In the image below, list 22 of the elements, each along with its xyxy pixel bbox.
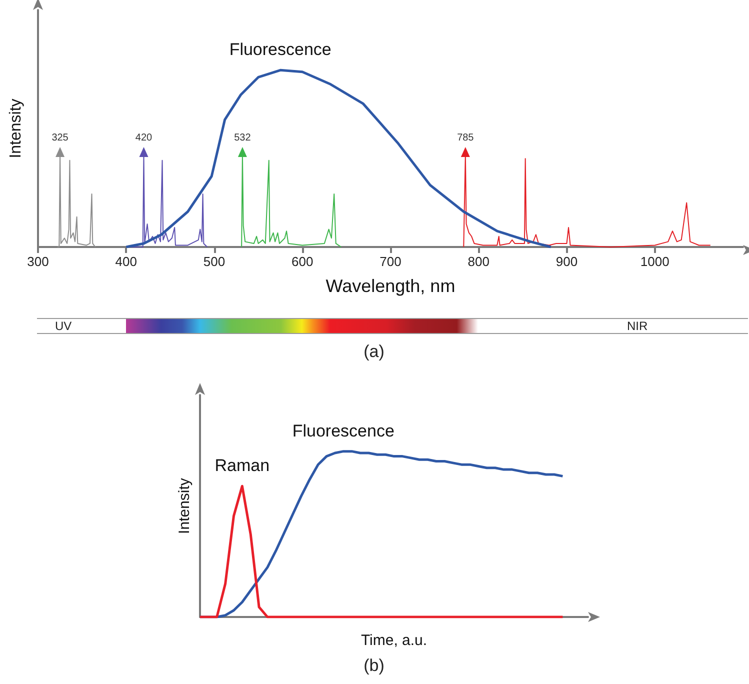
- series-label: Raman: [214, 456, 270, 476]
- x-tick-label: 500: [203, 254, 226, 269]
- y-axis-title: Intensity: [176, 478, 193, 534]
- x-tick-label: 300: [27, 254, 49, 269]
- y-axis-title: Intensity: [8, 98, 24, 158]
- x-tick-label: 800: [468, 254, 490, 269]
- annotation: 420: [135, 132, 153, 144]
- text: (b): [364, 656, 384, 676]
- x-tick-label: 900: [556, 254, 578, 269]
- annotation: 532: [234, 132, 252, 144]
- series-label: Fluorescence: [292, 421, 394, 440]
- text: (a): [364, 342, 384, 362]
- x-axis-title: Time, a.u.: [360, 632, 428, 649]
- x-tick-label: 400: [115, 254, 137, 269]
- x-axis-title: Wavelength, nm: [326, 276, 456, 296]
- x-tick-label: 600: [292, 254, 314, 269]
- x-tick-label: 700: [380, 254, 402, 269]
- series-label: Fluorescence: [229, 40, 332, 60]
- spectrum-strip: UV NIR: [37, 318, 748, 334]
- annotation: 325: [52, 132, 69, 144]
- x-tick-label: 1000: [640, 254, 670, 269]
- annotation: 785: [457, 132, 474, 144]
